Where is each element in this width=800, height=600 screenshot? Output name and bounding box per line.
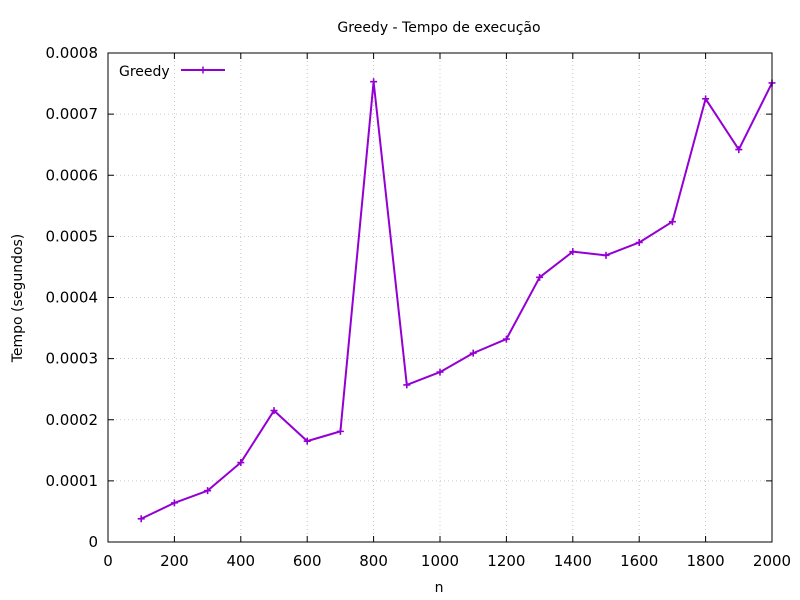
data-point <box>137 515 145 523</box>
y-tick-label: 0.0004 <box>46 289 99 307</box>
x-tick-label: 400 <box>226 552 255 570</box>
data-point <box>602 251 610 259</box>
x-tick-label: 1400 <box>554 552 592 570</box>
data-point <box>569 248 577 256</box>
chart-title: Greedy - Tempo de execução <box>337 20 540 36</box>
y-tick-label: 0.0008 <box>46 44 99 62</box>
x-tick-label: 1200 <box>487 552 525 570</box>
grid <box>108 53 772 542</box>
x-tick-label: 1000 <box>421 552 459 570</box>
y-tick-label: 0.0005 <box>46 227 99 245</box>
legend-marker-greedy <box>199 66 207 74</box>
x-tick-label: 1800 <box>687 552 725 570</box>
x-tick-label: 2000 <box>753 552 791 570</box>
data-point <box>668 218 676 226</box>
data-point <box>502 335 510 343</box>
data-point <box>204 487 212 495</box>
data-point <box>237 459 245 467</box>
x-tick-label: 0 <box>103 552 113 570</box>
x-tick-label: 600 <box>293 552 322 570</box>
data-point <box>370 78 378 86</box>
plot-frame <box>107 52 773 543</box>
y-tick-label: 0.0007 <box>46 105 99 123</box>
data-point <box>170 499 178 507</box>
y-tick-label: 0.0001 <box>46 472 99 490</box>
x-tick-label: 1600 <box>620 552 658 570</box>
x-tick-label: 200 <box>160 552 189 570</box>
series-line-0 <box>140 80 773 520</box>
data-point <box>469 349 477 357</box>
data-point <box>336 427 344 435</box>
x-tick-label: 800 <box>359 552 388 570</box>
y-tick-label: 0.0003 <box>46 350 99 368</box>
y-axis-title: Tempo (segundos) <box>10 234 26 364</box>
series-layer <box>137 78 776 523</box>
data-point <box>403 381 411 389</box>
legend-label-greedy: Greedy <box>119 64 170 80</box>
tick-labels: 0 200 400 600 800 1000 1200 1400 1600 1800 2000 0 0.… <box>46 44 792 570</box>
data-point <box>303 437 311 445</box>
data-point <box>536 273 544 281</box>
data-point <box>436 368 444 376</box>
data-point <box>735 146 743 154</box>
y-tick-label: 0.0002 <box>46 411 99 429</box>
data-point <box>270 407 278 415</box>
data-point <box>702 95 710 103</box>
x-axis-title: n <box>435 580 444 596</box>
y-tick-label: 0 <box>88 533 98 551</box>
data-point <box>635 238 643 246</box>
legend: Greedy <box>119 64 225 80</box>
y-tick-label: 0.0006 <box>46 166 99 184</box>
